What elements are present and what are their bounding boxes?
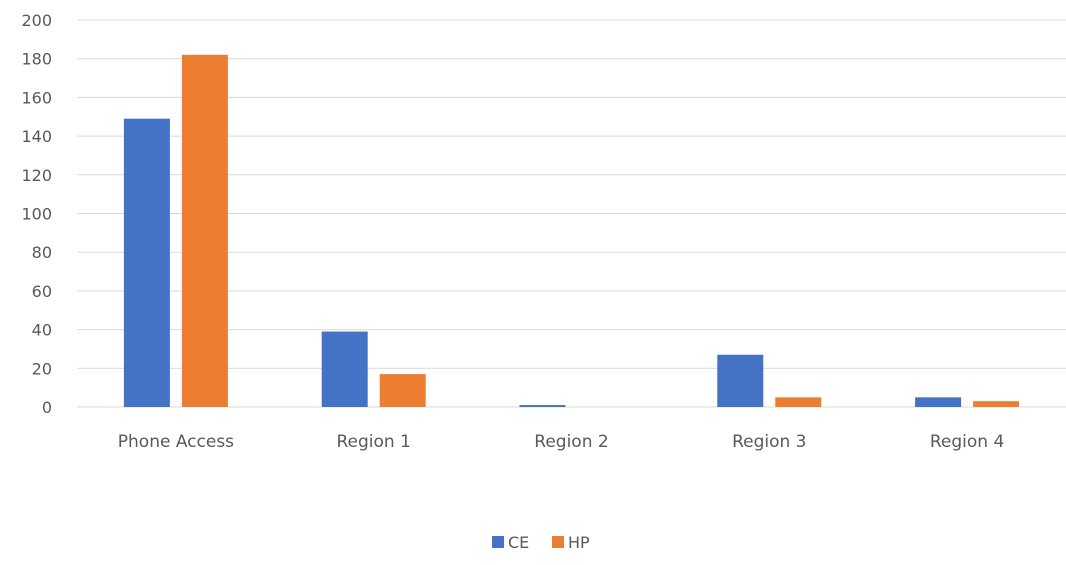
y-tick-label: 20 [32,359,52,378]
legend-label-hp: HP [568,533,590,552]
bars [123,54,1020,408]
y-tick-label: 200 [21,11,52,30]
y-axis-ticks: 0 20 40 60 80 100 120 140 160 180 200 [21,11,52,417]
gridlines [77,19,1066,408]
y-tick-label: 120 [21,166,52,185]
y-tick-label: 60 [32,282,52,301]
y-tick-label: 180 [21,50,52,69]
x-category-label: Region 3 [732,432,806,452]
y-tick-label: 100 [21,205,52,224]
bar-ce-phone-access [123,118,170,407]
legend: CE HP [492,533,590,552]
bar-ce-region-3 [717,354,764,407]
legend-label-ce: CE [508,533,529,552]
y-tick-label: 160 [21,88,52,107]
y-tick-label: 140 [21,127,52,146]
bar-hp-region-3 [775,397,822,407]
y-tick-label: 40 [32,321,52,340]
x-category-label: Region 2 [534,432,608,452]
legend-swatch-hp [552,536,564,548]
bar-hp-phone-access [181,54,228,408]
y-tick-label: 80 [32,243,52,262]
bar-hp-region-1 [379,374,426,407]
bar-ce-region-1 [321,331,368,407]
bar-ce-region-2 [519,405,566,407]
x-category-label: Region 4 [930,432,1004,452]
x-axis-labels: Phone Access Region 1 Region 2 Region 3 Regi… [118,432,1005,452]
x-category-label: Region 1 [336,432,410,452]
y-tick-label: 0 [42,398,52,417]
legend-swatch-ce [492,536,504,548]
bar-hp-region-4 [973,401,1020,407]
bar-ce-region-4 [915,397,962,407]
x-category-label: Phone Access [118,432,234,452]
